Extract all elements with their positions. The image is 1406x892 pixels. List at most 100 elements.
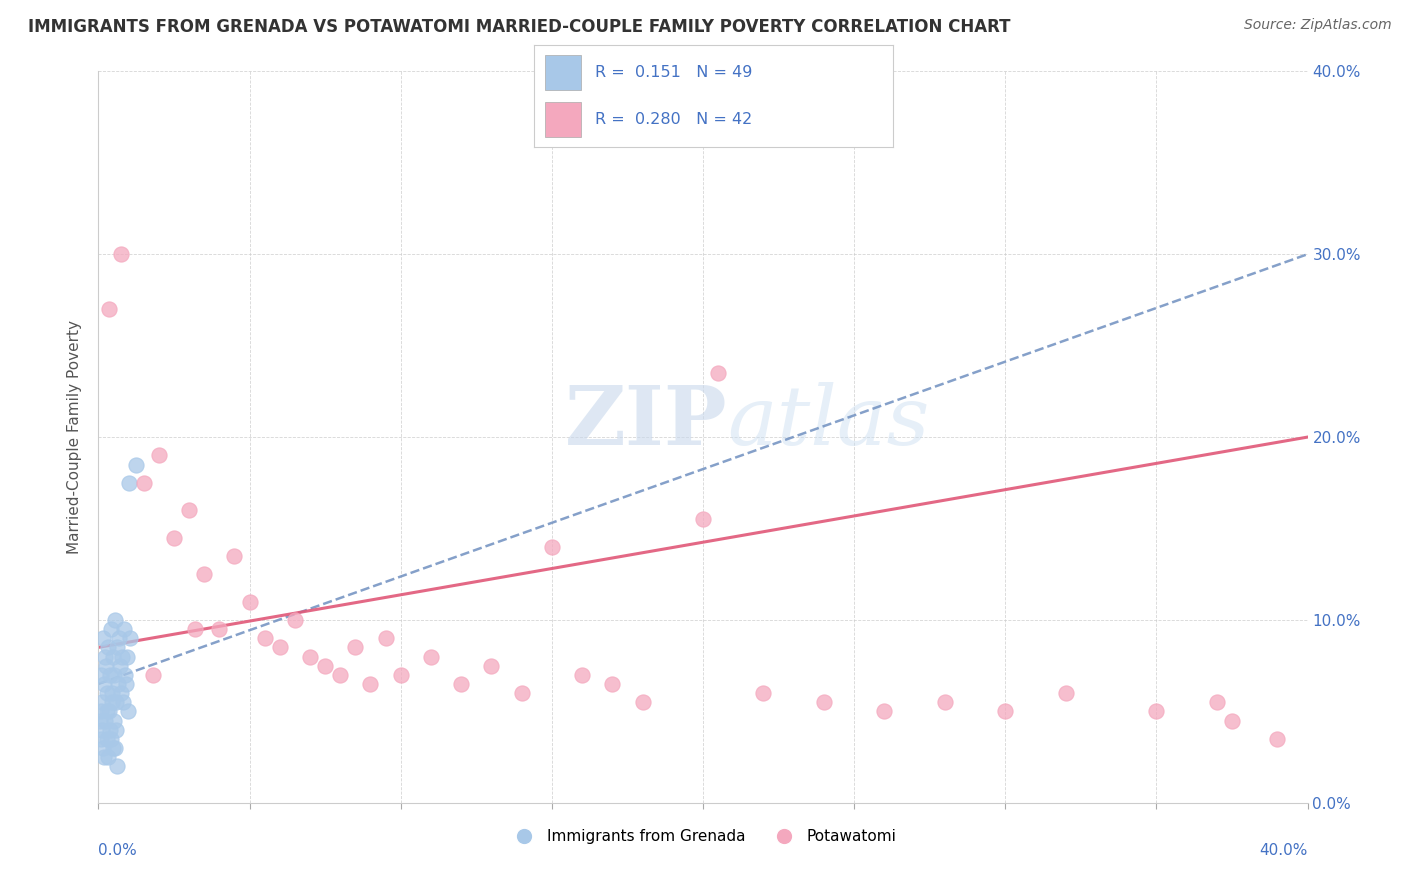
Point xyxy=(98,301,121,317)
Point xyxy=(179,503,201,517)
Point xyxy=(112,622,135,636)
Point xyxy=(1054,686,1077,700)
Point xyxy=(98,705,121,719)
Point xyxy=(93,750,115,764)
Point xyxy=(90,705,112,719)
Point xyxy=(389,667,412,681)
Point xyxy=(115,677,138,691)
Point xyxy=(101,740,124,755)
Point xyxy=(934,695,956,709)
Point xyxy=(103,667,125,681)
Point xyxy=(540,540,562,554)
Text: 0.0%: 0.0% xyxy=(98,843,138,858)
Point xyxy=(94,649,117,664)
Text: 40.0%: 40.0% xyxy=(1260,843,1308,858)
Point xyxy=(98,723,121,737)
Point xyxy=(100,695,122,709)
Point xyxy=(93,677,115,691)
Point xyxy=(994,705,1017,719)
Point xyxy=(96,705,118,719)
Point xyxy=(1220,714,1243,728)
Point xyxy=(481,658,503,673)
Point xyxy=(90,667,112,681)
Point xyxy=(101,686,124,700)
Point xyxy=(692,512,714,526)
Point xyxy=(104,723,127,737)
Point xyxy=(1206,695,1229,709)
Point xyxy=(97,640,120,655)
Point xyxy=(105,640,128,655)
Point xyxy=(103,714,125,728)
Point xyxy=(101,649,124,664)
Point xyxy=(142,667,165,681)
Point xyxy=(91,723,114,737)
Point xyxy=(1267,731,1289,746)
Text: IMMIGRANTS FROM GRENADA VS POTAWATOMI MARRIED-COUPLE FAMILY POVERTY CORRELATION : IMMIGRANTS FROM GRENADA VS POTAWATOMI MA… xyxy=(28,18,1011,36)
Point xyxy=(125,458,148,472)
Point xyxy=(104,695,127,709)
Point xyxy=(707,366,730,380)
Point xyxy=(269,640,291,655)
Point xyxy=(104,740,127,755)
Point xyxy=(184,622,207,636)
Point xyxy=(299,649,322,664)
Point xyxy=(253,632,276,646)
Point xyxy=(602,677,624,691)
Point xyxy=(91,632,114,646)
Point xyxy=(208,622,231,636)
Point xyxy=(100,731,122,746)
Point xyxy=(104,613,127,627)
Point xyxy=(420,649,443,664)
Point xyxy=(148,448,170,462)
Point xyxy=(98,667,121,681)
Point xyxy=(510,686,533,700)
Text: atlas: atlas xyxy=(727,383,929,462)
Point xyxy=(329,667,352,681)
Point xyxy=(120,632,142,646)
Point xyxy=(631,695,654,709)
Point xyxy=(108,632,131,646)
FancyBboxPatch shape xyxy=(546,102,581,137)
Point xyxy=(100,622,122,636)
Point xyxy=(450,677,472,691)
Point xyxy=(193,567,215,582)
Point xyxy=(132,475,155,490)
Point xyxy=(360,677,382,691)
Point xyxy=(813,695,835,709)
Point xyxy=(107,677,129,691)
Point xyxy=(94,658,117,673)
Point xyxy=(96,731,118,746)
Point xyxy=(110,686,132,700)
Text: R =  0.151   N = 49: R = 0.151 N = 49 xyxy=(595,65,752,79)
Point xyxy=(111,649,134,664)
Point xyxy=(239,594,262,608)
Point xyxy=(118,475,141,490)
Point xyxy=(117,705,139,719)
Text: Source: ZipAtlas.com: Source: ZipAtlas.com xyxy=(1244,18,1392,32)
Point xyxy=(105,759,128,773)
Legend: Immigrants from Grenada, Potawatomi: Immigrants from Grenada, Potawatomi xyxy=(503,822,903,850)
Text: R =  0.280   N = 42: R = 0.280 N = 42 xyxy=(595,112,752,127)
Point xyxy=(97,750,120,764)
Point xyxy=(96,686,118,700)
Point xyxy=(752,686,775,700)
Point xyxy=(284,613,307,627)
Point xyxy=(90,731,112,746)
Point xyxy=(873,705,896,719)
Point xyxy=(163,531,186,545)
Point xyxy=(108,658,131,673)
Point xyxy=(110,247,132,261)
Point xyxy=(374,632,396,646)
Point xyxy=(1146,705,1168,719)
Text: ZIP: ZIP xyxy=(565,383,727,462)
Point xyxy=(115,649,138,664)
Point xyxy=(344,640,367,655)
Point xyxy=(224,549,246,563)
Point xyxy=(314,658,336,673)
Point xyxy=(94,714,117,728)
Point xyxy=(91,740,114,755)
Point xyxy=(112,695,135,709)
Y-axis label: Married-Couple Family Poverty: Married-Couple Family Poverty xyxy=(67,320,83,554)
FancyBboxPatch shape xyxy=(546,55,581,90)
Point xyxy=(114,667,136,681)
